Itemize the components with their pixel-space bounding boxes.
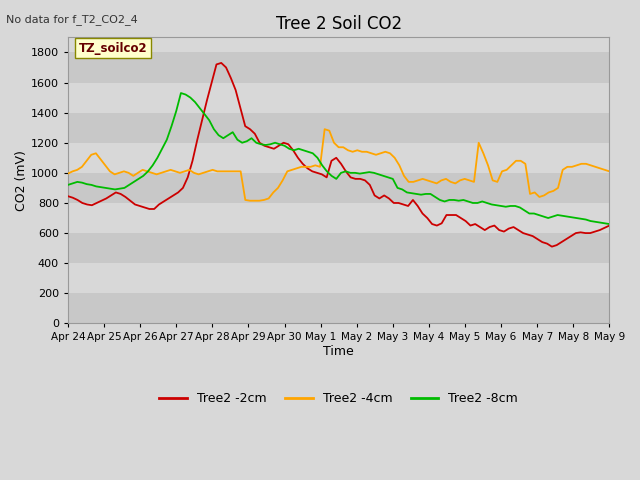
Legend: Tree2 -2cm, Tree2 -4cm, Tree2 -8cm: Tree2 -2cm, Tree2 -4cm, Tree2 -8cm: [154, 387, 523, 410]
Title: Tree 2 Soil CO2: Tree 2 Soil CO2: [276, 15, 402, 33]
Bar: [68, 83, 609, 113]
X-axis label: Time: Time: [323, 345, 354, 358]
Text: TZ_soilco2: TZ_soilco2: [79, 42, 147, 55]
Bar: [68, 173, 609, 203]
Bar: [68, 52, 609, 83]
Y-axis label: CO2 (mV): CO2 (mV): [15, 150, 28, 211]
Text: No data for f_T2_CO2_4: No data for f_T2_CO2_4: [6, 14, 138, 25]
Bar: [68, 113, 609, 143]
Bar: [68, 233, 609, 263]
Bar: [68, 293, 609, 324]
Bar: [68, 143, 609, 173]
Bar: [68, 263, 609, 293]
Bar: [68, 203, 609, 233]
